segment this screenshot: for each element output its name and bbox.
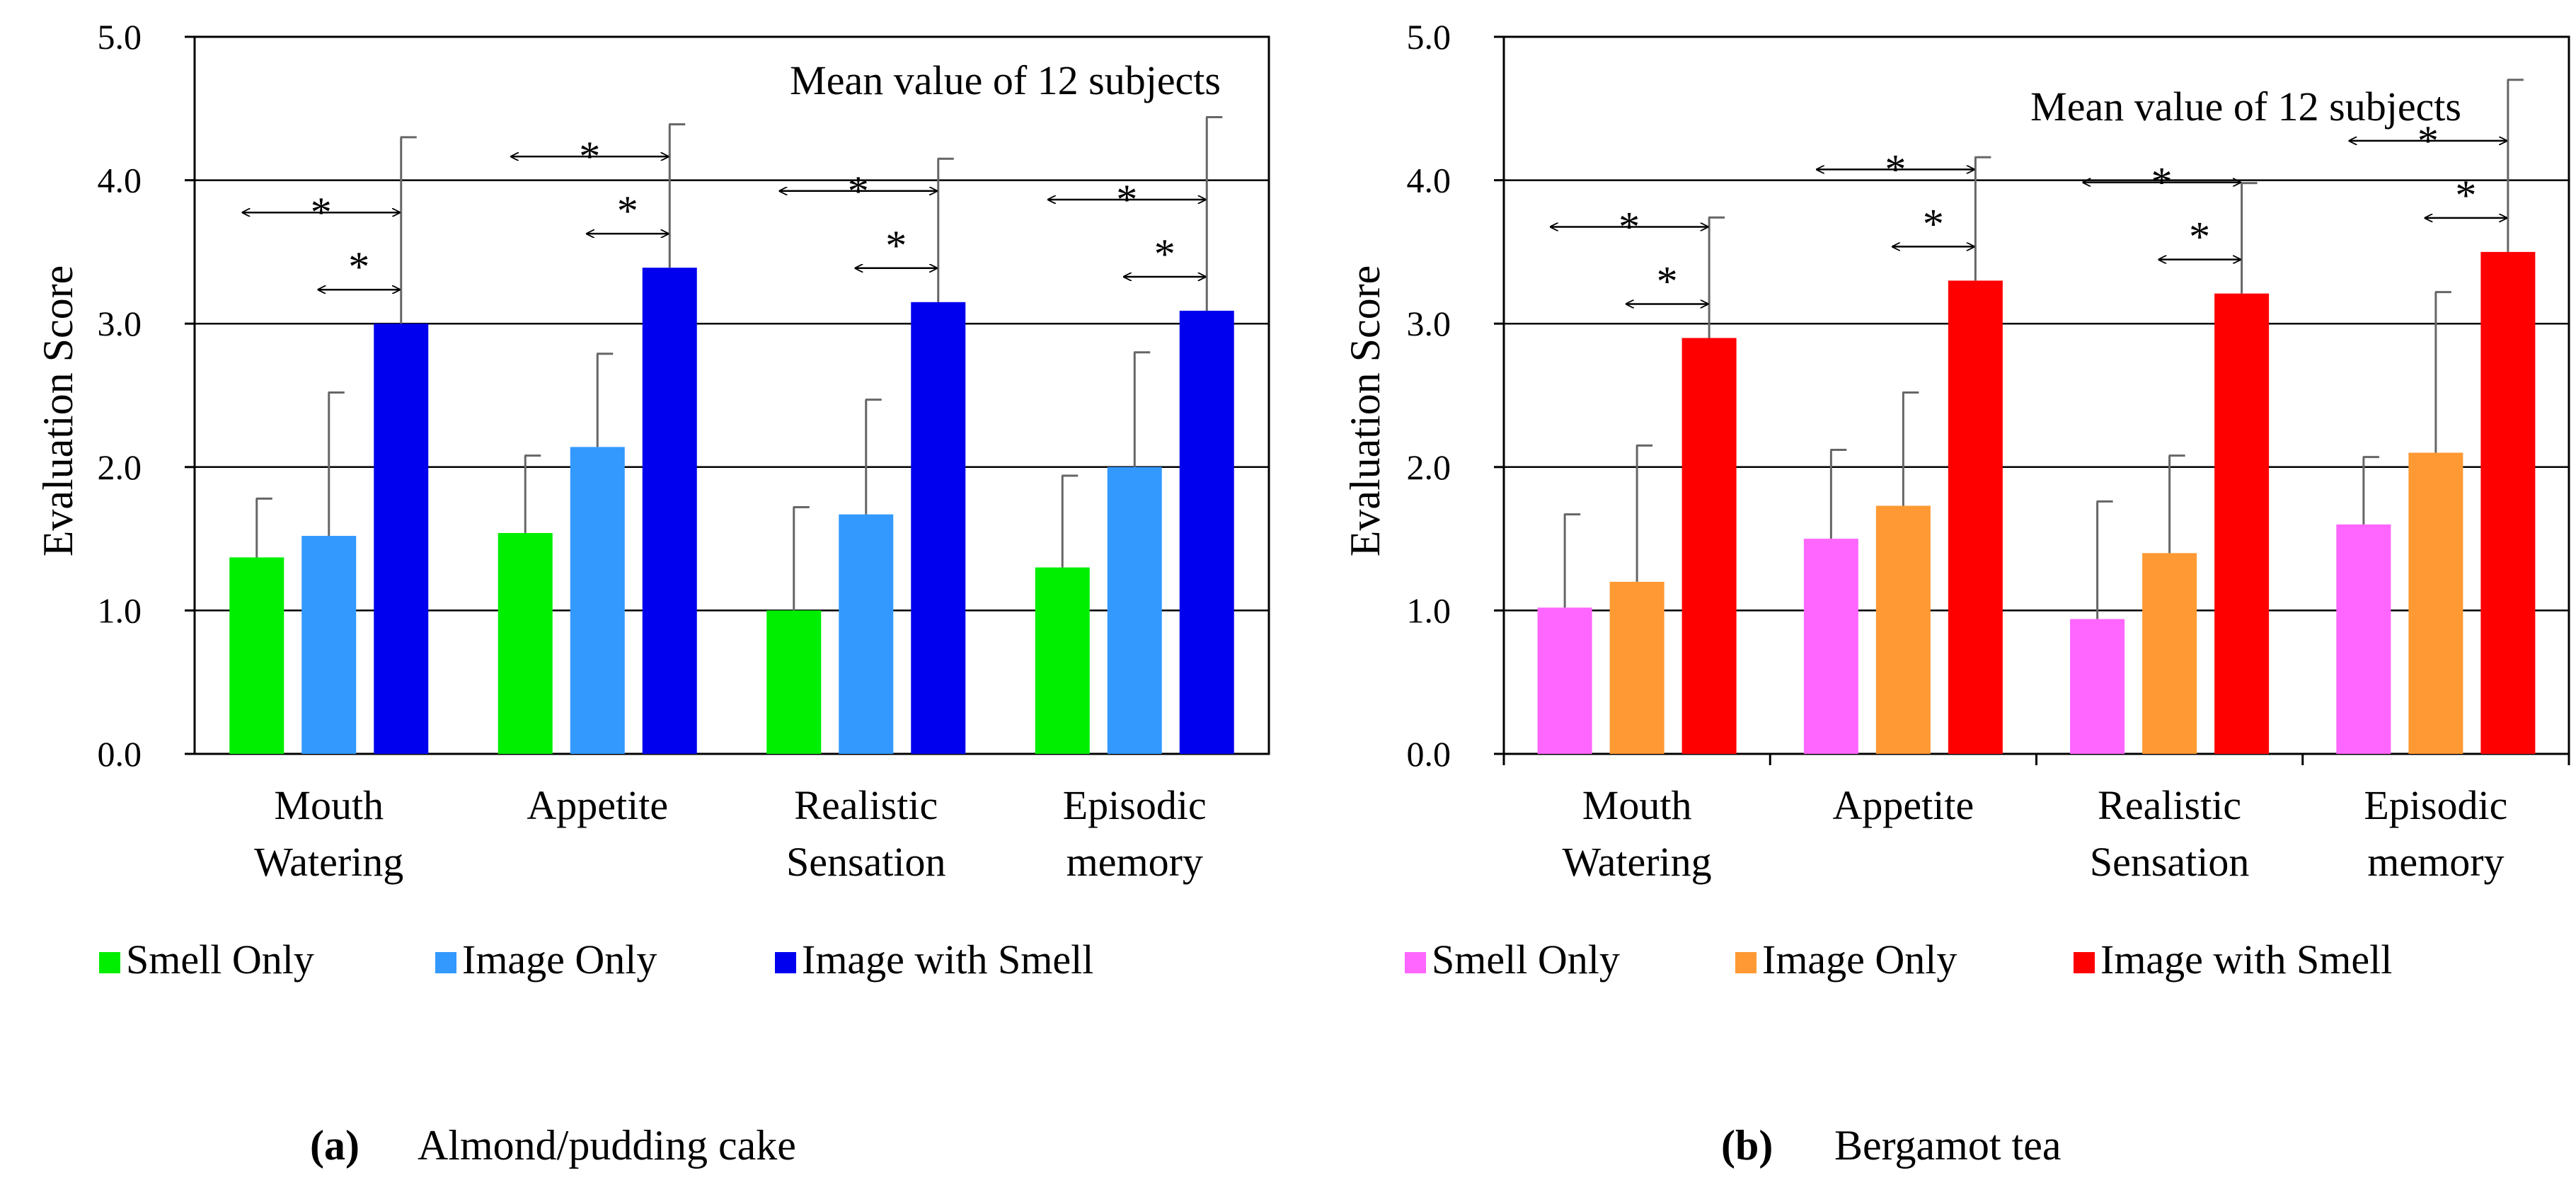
chart-b-y-tick-label: 5.0 [1407,17,1451,57]
chart-a-legend-label: Image Only [462,937,657,983]
chart-b-legend-swatch [2074,952,2095,973]
chart-a-y-axis-label: Evaluation Score [35,265,81,557]
chart-a-legend-swatch [775,952,796,973]
chart-a-bar [911,302,966,754]
chart-a-significance-star: * [1116,176,1137,223]
chart-a-category-label: Realistic [794,782,938,828]
chart-b-significance-star: * [1923,200,1944,247]
chart-a-bar [374,323,429,754]
chart-a-y-tick-label: 2.0 [98,447,142,487]
chart-a-y-tick-label: 1.0 [98,590,142,630]
chart-b-y-tick-label: 2.0 [1407,447,1451,487]
chart-b-bar [1875,505,1931,754]
chart-b-y-axis-label: Evaluation Score [1342,265,1388,557]
chart-b-bar [1948,280,2003,754]
chart-b-bar [2336,524,2391,754]
chart-b-significance-star: * [2417,118,2439,164]
chart-a-legend-label: Smell Only [126,937,314,983]
chart-b-significance-star: * [2151,159,2173,206]
chart-b-significance-star: * [2455,172,2476,219]
chart-b-category-label: Episodic [2364,782,2507,828]
chart-a-category-label: Sensation [786,839,946,885]
chart-a-bar [301,536,357,754]
chart-a-annotation: Mean value of 12 subjects [790,57,1221,103]
chart-a-bar [642,268,697,754]
chart-a-significance-star: * [348,244,369,290]
chart-b-bar [1803,539,1858,754]
chart-b-bar [1609,581,1664,754]
chart-a-category-label: Episodic [1063,782,1207,828]
chart-b-category-label: Sensation [2090,839,2250,885]
chart-a-bar [839,514,894,754]
panel-a-caption: Almond/pudding cake [418,1122,796,1169]
panel-b-label: (b) [1721,1122,1773,1169]
chart-b-legend-label: Smell Only [1432,937,1620,983]
chart-b-legend-label: Image with Smell [2100,937,2392,983]
chart-a-significance-star: * [579,133,600,180]
chart-b-y-tick-label: 0.0 [1407,734,1451,774]
chart-b-y-tick-label: 1.0 [1407,590,1451,630]
chart-a-bar [570,447,625,754]
chart-b-bar [2070,619,2125,754]
chart-a-plot-frame [193,35,1270,755]
chart-a-category-label: Appetite [527,782,668,828]
chart-a-category-label: Mouth [274,782,384,828]
chart-b-y-tick-label: 3.0 [1407,304,1451,343]
chart-b-bar [1537,607,1592,754]
chart-a-legend-label: Image with Smell [802,937,1093,983]
chart-b-significance-star: * [1618,203,1640,250]
chart-b-bar [1681,338,1737,755]
chart-a-category-label: memory [1066,839,1203,885]
chart-a-bar [498,532,553,754]
chart-a-significance-star: * [617,188,638,234]
chart-b-bar [2214,293,2270,754]
chart-b-significance-star: * [1885,146,1906,193]
chart-b-significance-star: * [2189,214,2210,260]
chart-almond-pudding-cake: 0.0 1.0 2.0 3.0 4.0 5.0 Evaluation Score Mean v… [35,17,1270,983]
chart-b-legend-label: Image Only [1762,937,1957,983]
chart-b-bar [2480,251,2536,754]
chart-b-bar [2142,553,2197,754]
chart-b-significance-star: * [1657,258,1678,304]
chart-a-significance-star: * [1154,231,1175,277]
chart-a-significance-star: * [311,189,332,236]
chart-a-bar [229,557,284,754]
chart-bergamot-tea: 0.0 1.0 2.0 3.0 4.0 5.0 Evaluation Score Mean v… [1342,17,2570,983]
chart-b-annotation: Mean value of 12 subjects [2030,84,2461,130]
chart-a-bar [1107,466,1162,754]
chart-a-legend-swatch [435,952,456,973]
chart-a-y-tick-label: 5.0 [98,17,142,57]
chart-a-bar [1179,310,1234,754]
chart-a-legend-swatch [99,952,120,973]
chart-a-y-tick-label: 3.0 [98,304,142,343]
chart-b-category-label: Realistic [2098,782,2241,828]
chart-b-category-label: Mouth [1582,782,1692,828]
chart-b-category-label: memory [2367,839,2504,885]
panel-b-caption: Bergamot tea [1834,1122,2061,1169]
chart-b-category-label: Appetite [1833,782,1974,828]
panel-a-label: (a) [310,1122,360,1169]
chart-b-category-label: Watering [1563,839,1712,885]
chart-b-y-tick-label: 4.0 [1407,161,1451,200]
chart-b-legend-swatch [1735,952,1756,973]
chart-a-significance-star: * [885,222,907,269]
chart-a-bar [1035,567,1090,754]
chart-a-y-tick-label: 0.0 [98,734,142,774]
chart-b-bar [2408,452,2463,754]
chart-a-y-tick-label: 4.0 [98,161,142,200]
chart-b-legend-swatch [1405,952,1426,973]
chart-a-category-label: Watering [254,839,403,885]
chart-a-bar [766,610,822,754]
chart-a-significance-star: * [848,168,869,214]
